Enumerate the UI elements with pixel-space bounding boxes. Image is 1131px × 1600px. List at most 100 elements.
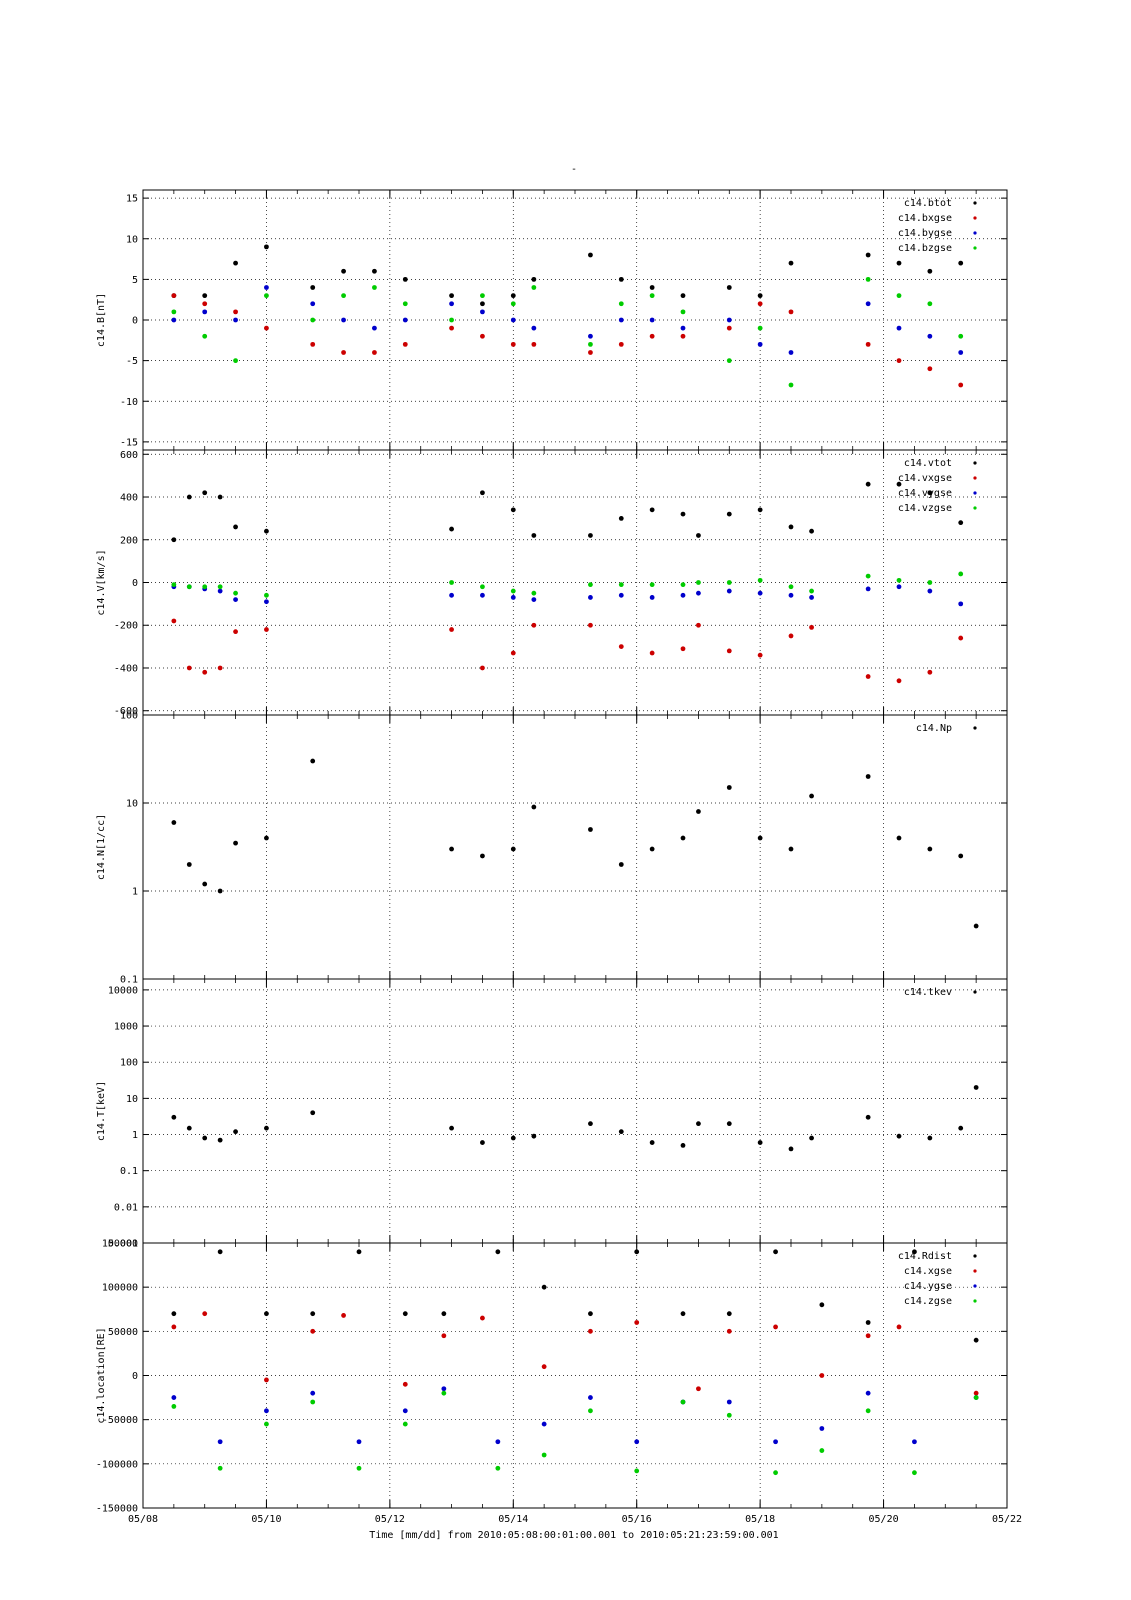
- data-point: [480, 665, 485, 671]
- data-point: [958, 333, 964, 339]
- data-point: [202, 309, 208, 315]
- data-point: [264, 592, 269, 598]
- data-point: [618, 515, 624, 521]
- data-point: [588, 595, 593, 600]
- data-point: [233, 524, 238, 530]
- data-point: [480, 853, 485, 859]
- data-point: [588, 1408, 593, 1414]
- data-point: [649, 507, 655, 513]
- data-point: [341, 317, 346, 323]
- legend-label: c14.Rdist: [898, 1251, 952, 1262]
- data-point: [264, 244, 269, 250]
- data-point: [217, 1137, 223, 1143]
- data-point: [649, 333, 655, 339]
- data-point: [217, 1249, 223, 1255]
- data-point: [480, 584, 485, 590]
- data-point: [958, 601, 964, 607]
- data-point: [402, 276, 408, 282]
- legend-marker: [973, 990, 977, 994]
- data-point: [896, 1324, 902, 1330]
- data-point: [634, 1320, 640, 1325]
- data-point: [726, 1412, 732, 1418]
- data-point: [896, 835, 902, 841]
- series-c14-xgse: [171, 1311, 979, 1396]
- data-point: [510, 341, 516, 347]
- data-point: [726, 580, 732, 585]
- y-tick-label: 0.001: [108, 1239, 138, 1250]
- y-tick-label: 1000: [114, 1022, 138, 1033]
- data-point: [726, 285, 732, 290]
- data-point: [202, 881, 208, 887]
- data-point: [865, 1390, 871, 1396]
- data-point: [726, 1399, 732, 1405]
- data-point: [896, 577, 902, 583]
- data-point: [649, 846, 655, 852]
- data-point: [618, 301, 624, 307]
- data-point: [958, 350, 964, 355]
- data-point: [233, 317, 238, 323]
- data-point: [171, 293, 177, 299]
- data-point: [310, 1399, 316, 1405]
- data-point: [441, 1311, 447, 1317]
- data-point: [480, 490, 485, 496]
- legend-label: c14.bzgse: [898, 243, 952, 254]
- data-point: [865, 573, 871, 579]
- legend-marker: [973, 506, 977, 510]
- data-point: [809, 595, 814, 600]
- series-c14-btot: [171, 244, 964, 307]
- data-point: [588, 533, 593, 538]
- data-point: [171, 1404, 177, 1409]
- data-point: [680, 1399, 686, 1405]
- data-point: [171, 1311, 177, 1317]
- data-point: [927, 1135, 933, 1141]
- data-point: [680, 1311, 686, 1317]
- data-point: [264, 285, 269, 290]
- data-point: [202, 1311, 208, 1317]
- data-point: [726, 317, 732, 323]
- data-point: [809, 793, 814, 799]
- data-point: [310, 1311, 316, 1317]
- data-point: [264, 1125, 269, 1131]
- data-point: [618, 341, 624, 347]
- data-point: [958, 1125, 964, 1131]
- data-point: [402, 1408, 408, 1414]
- data-point: [588, 252, 593, 258]
- y-tick-label: -10: [120, 397, 138, 408]
- legend-marker: [973, 461, 977, 465]
- y-tick-label: 100: [120, 711, 138, 722]
- data-point: [788, 524, 794, 530]
- legend-label: c14.vxgse: [898, 473, 952, 484]
- data-point: [865, 1114, 871, 1120]
- x-tick-label: 05/22: [992, 1514, 1022, 1525]
- data-point: [402, 1381, 408, 1387]
- chart-title: -: [571, 164, 577, 175]
- x-tick-label: 05/18: [745, 1514, 775, 1525]
- data-point: [510, 507, 516, 513]
- data-point: [171, 317, 177, 323]
- y-tick-label: 100: [120, 1058, 138, 1069]
- data-point: [819, 1302, 825, 1308]
- legend-label: c14.tkev: [904, 987, 952, 998]
- legend-marker: [973, 1284, 977, 1288]
- data-point: [634, 1468, 640, 1474]
- data-point: [680, 511, 686, 517]
- data-point: [649, 1140, 655, 1145]
- panel-5: 150000 100000 50000 0 -50000 -100000 -150000 c1…: [96, 1239, 1008, 1515]
- y-tick-label: 50000: [108, 1327, 138, 1338]
- data-point: [958, 260, 964, 266]
- data-point: [726, 1121, 732, 1127]
- data-point: [927, 366, 933, 372]
- y-tick-label: 600: [120, 450, 138, 461]
- x-tick-label: 05/10: [251, 1514, 281, 1525]
- y-tick-label: -200: [114, 621, 138, 632]
- legend-marker: [973, 231, 977, 235]
- y-tick-label: 10000: [108, 985, 138, 996]
- data-point: [531, 341, 537, 347]
- data-point: [726, 648, 732, 654]
- data-point: [186, 494, 192, 500]
- data-point: [696, 1386, 701, 1392]
- data-point: [912, 1439, 917, 1445]
- data-point: [788, 584, 794, 590]
- data-point: [865, 481, 871, 487]
- data-point: [510, 1135, 516, 1141]
